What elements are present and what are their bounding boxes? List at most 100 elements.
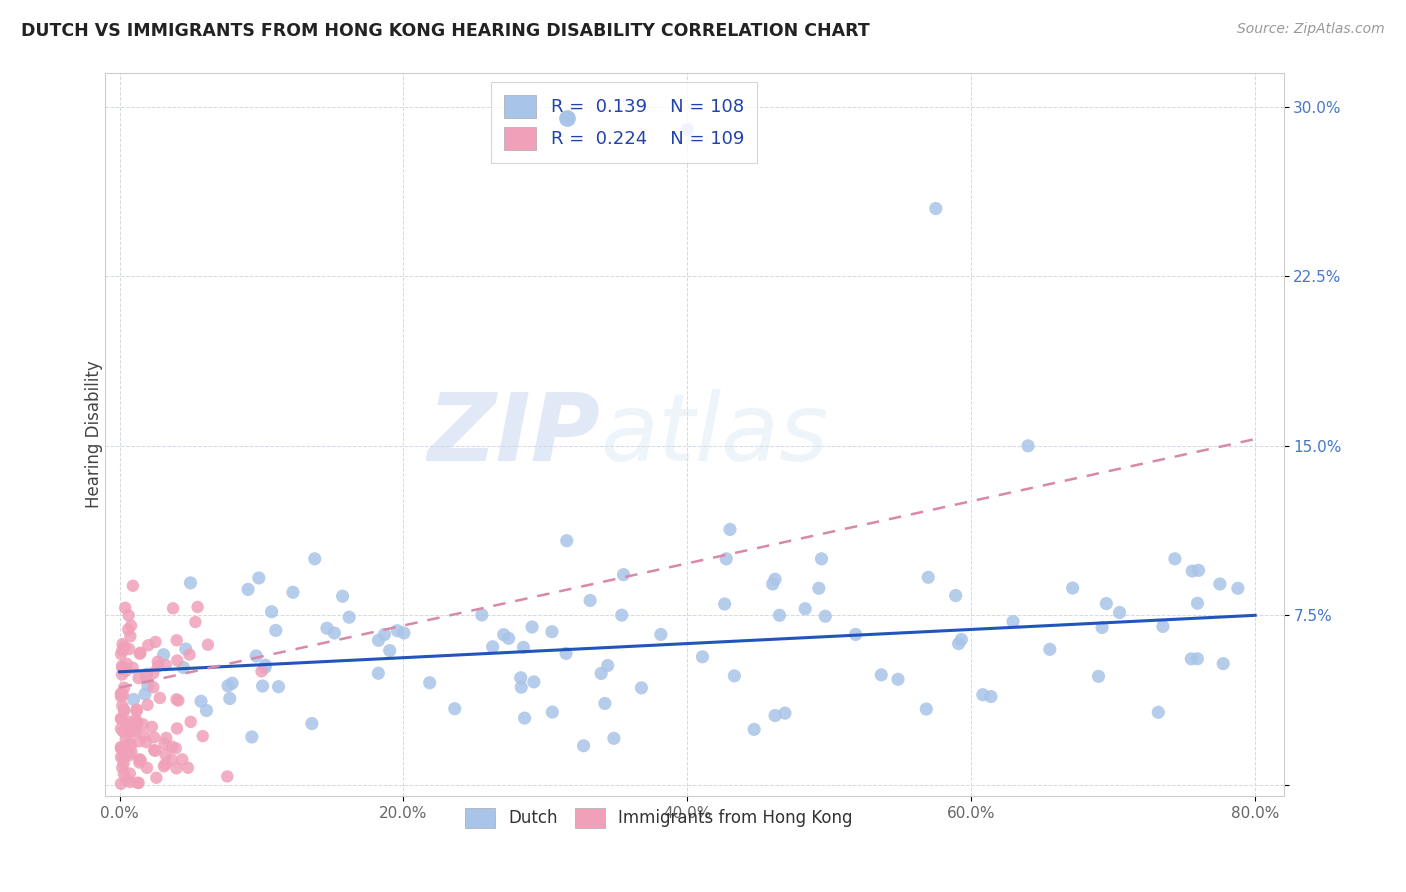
Point	[603, 731, 626, 746]
Text: DUTCH VS IMMIGRANTS FROM HONG KONG HEARING DISABILITY CORRELATION CHART: DUTCH VS IMMIGRANTS FROM HONG KONG HEARI…	[21, 22, 870, 40]
Point	[110, 712, 132, 726]
Point	[142, 666, 165, 681]
Point	[1187, 563, 1209, 577]
Point	[332, 589, 354, 603]
Point	[264, 624, 287, 638]
Point	[980, 690, 1002, 704]
Point	[917, 570, 939, 584]
Point	[1147, 706, 1170, 720]
Point	[132, 717, 155, 731]
Point	[387, 624, 409, 638]
Point	[112, 681, 135, 695]
Point	[197, 638, 219, 652]
Point	[763, 572, 786, 586]
Point	[218, 691, 240, 706]
Point	[136, 638, 159, 652]
Point	[281, 585, 304, 599]
Point	[110, 687, 132, 701]
Point	[110, 777, 132, 791]
Point	[146, 655, 169, 669]
Point	[555, 533, 578, 548]
Point	[110, 741, 132, 756]
Point	[1187, 596, 1209, 610]
Point	[762, 577, 785, 591]
Point	[195, 703, 218, 717]
Point	[692, 649, 714, 664]
Point	[773, 706, 796, 720]
Point	[596, 658, 619, 673]
Point	[1108, 606, 1130, 620]
Point	[155, 658, 177, 673]
Point	[172, 752, 194, 766]
Point	[125, 704, 148, 718]
Point	[481, 640, 503, 654]
Point	[572, 739, 595, 753]
Point	[541, 624, 564, 639]
Point	[593, 697, 616, 711]
Point	[122, 692, 145, 706]
Point	[145, 635, 167, 649]
Point	[323, 626, 346, 640]
Point	[110, 740, 132, 755]
Point	[125, 713, 148, 727]
Point	[162, 601, 184, 615]
Point	[165, 761, 187, 775]
Point	[132, 729, 155, 743]
Point	[1091, 620, 1114, 634]
Point	[247, 571, 270, 585]
Point	[579, 593, 602, 607]
Point	[510, 680, 533, 694]
Point	[471, 607, 494, 622]
Point	[112, 750, 135, 764]
Point	[122, 579, 145, 593]
Point	[498, 632, 520, 646]
Point	[845, 627, 868, 641]
Point	[155, 757, 177, 772]
Point	[610, 608, 633, 623]
Point	[591, 666, 613, 681]
Point	[945, 589, 967, 603]
Point	[630, 681, 652, 695]
Point	[301, 716, 323, 731]
Point	[1002, 615, 1025, 629]
Point	[134, 687, 156, 701]
Point	[118, 714, 141, 729]
Point	[120, 775, 142, 789]
Point	[166, 692, 188, 706]
Point	[114, 664, 136, 678]
Point	[768, 608, 790, 623]
Point	[128, 734, 150, 748]
Legend: Dutch, Immigrants from Hong Kong: Dutch, Immigrants from Hong Kong	[458, 801, 859, 835]
Point	[304, 551, 326, 566]
Point	[612, 567, 634, 582]
Point	[149, 690, 172, 705]
Point	[120, 618, 142, 632]
Point	[129, 646, 152, 660]
Point	[1187, 652, 1209, 666]
Point	[152, 648, 174, 662]
Point	[1087, 669, 1109, 683]
Point	[112, 640, 135, 654]
Point	[915, 702, 938, 716]
Point	[676, 122, 699, 136]
Point	[120, 745, 142, 759]
Point	[120, 629, 142, 643]
Point	[111, 643, 134, 657]
Point	[509, 671, 531, 685]
Point	[124, 723, 146, 738]
Point	[121, 661, 143, 675]
Point	[1226, 582, 1249, 596]
Point	[742, 723, 765, 737]
Point	[125, 702, 148, 716]
Text: Source: ZipAtlas.com: Source: ZipAtlas.com	[1237, 22, 1385, 37]
Point	[118, 723, 141, 738]
Point	[236, 582, 259, 597]
Point	[520, 620, 543, 634]
Point	[254, 660, 277, 674]
Point	[160, 739, 183, 754]
Point	[112, 756, 135, 771]
Point	[165, 741, 187, 756]
Point	[128, 752, 150, 766]
Point	[523, 674, 546, 689]
Point	[367, 633, 389, 648]
